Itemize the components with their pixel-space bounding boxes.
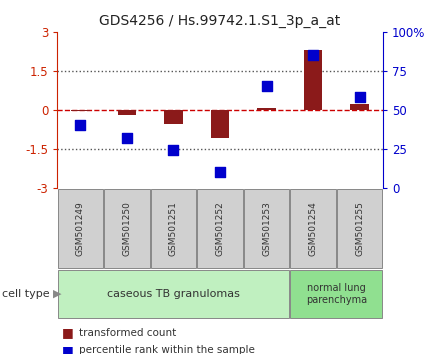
Bar	[211, 110, 229, 138]
Bar	[257, 108, 276, 110]
FancyBboxPatch shape	[244, 189, 290, 268]
Text: GSM501255: GSM501255	[355, 201, 364, 256]
FancyBboxPatch shape	[290, 270, 382, 318]
Title: GDS4256 / Hs.99742.1.S1_3p_a_at: GDS4256 / Hs.99742.1.S1_3p_a_at	[99, 14, 341, 28]
Text: GSM501250: GSM501250	[122, 201, 132, 256]
Point	[263, 84, 270, 89]
Bar	[350, 104, 369, 110]
Point	[356, 95, 363, 100]
Point	[77, 122, 84, 128]
Text: normal lung
parenchyma: normal lung parenchyma	[306, 283, 367, 305]
Bar	[71, 110, 90, 111]
FancyBboxPatch shape	[197, 189, 243, 268]
Text: ▶: ▶	[53, 289, 61, 299]
Point	[170, 147, 177, 153]
FancyBboxPatch shape	[150, 189, 196, 268]
Bar	[164, 110, 183, 124]
Text: GSM501251: GSM501251	[169, 201, 178, 256]
Text: caseous TB granulomas: caseous TB granulomas	[107, 289, 240, 299]
FancyBboxPatch shape	[337, 189, 382, 268]
Text: transformed count: transformed count	[79, 328, 176, 338]
FancyBboxPatch shape	[290, 189, 336, 268]
Point	[216, 169, 224, 175]
Text: ■: ■	[62, 326, 77, 339]
FancyBboxPatch shape	[58, 270, 290, 318]
Bar	[304, 50, 323, 110]
FancyBboxPatch shape	[104, 189, 150, 268]
FancyBboxPatch shape	[58, 189, 103, 268]
Point	[124, 135, 131, 141]
Text: cell type: cell type	[2, 289, 53, 299]
Text: GSM501252: GSM501252	[216, 201, 224, 256]
Text: ■: ■	[62, 344, 77, 354]
Bar	[117, 110, 136, 115]
Text: GSM501249: GSM501249	[76, 201, 85, 256]
Text: GSM501253: GSM501253	[262, 201, 271, 256]
Point	[309, 52, 316, 58]
Text: percentile rank within the sample: percentile rank within the sample	[79, 346, 255, 354]
Text: GSM501254: GSM501254	[308, 201, 318, 256]
